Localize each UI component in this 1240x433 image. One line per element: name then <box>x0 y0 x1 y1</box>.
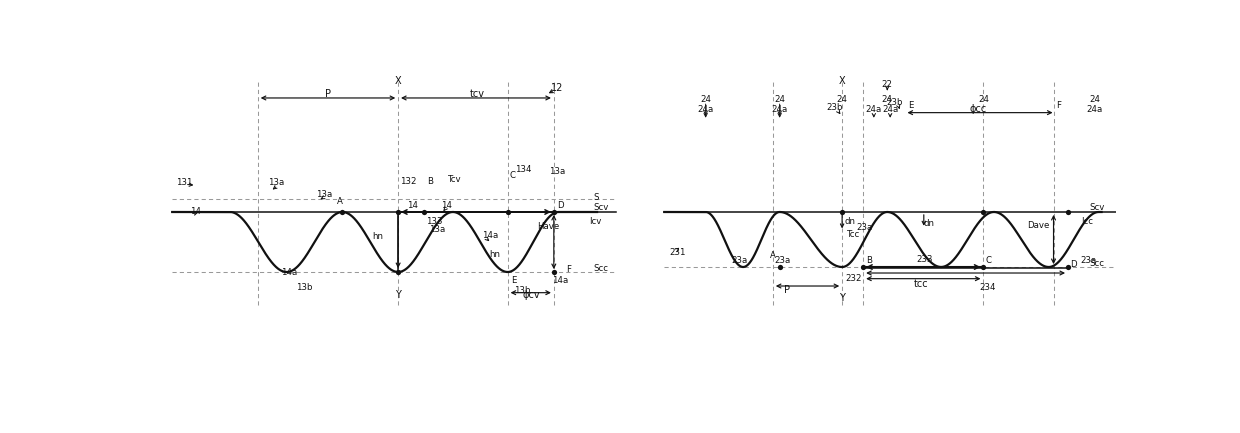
Text: 24a: 24a <box>882 106 898 114</box>
Text: 13a: 13a <box>316 190 332 199</box>
Text: 13a: 13a <box>268 178 285 187</box>
Text: Scc: Scc <box>593 264 608 272</box>
Text: 232: 232 <box>844 274 862 282</box>
Text: Scv: Scv <box>593 204 609 213</box>
Text: 24a: 24a <box>698 106 714 114</box>
Text: 14a: 14a <box>552 276 568 285</box>
Text: F: F <box>567 265 572 274</box>
Text: 23a: 23a <box>732 256 748 265</box>
Text: E: E <box>909 101 914 110</box>
Text: 233: 233 <box>916 255 932 264</box>
Text: 131: 131 <box>176 178 192 187</box>
Text: 12: 12 <box>551 83 563 93</box>
Text: F: F <box>1056 101 1061 110</box>
Text: 14: 14 <box>190 207 201 216</box>
Text: 14: 14 <box>407 201 418 210</box>
Text: dn: dn <box>844 217 856 226</box>
Text: 14a: 14a <box>281 268 298 277</box>
Text: ϕcc: ϕcc <box>970 103 987 113</box>
Text: Scv: Scv <box>1089 204 1105 213</box>
Text: D: D <box>557 201 563 210</box>
Text: A: A <box>770 251 776 260</box>
Text: 24: 24 <box>978 95 988 104</box>
Text: 23b: 23b <box>826 103 843 113</box>
Text: B: B <box>866 256 872 265</box>
Text: tcc: tcc <box>914 279 929 289</box>
Text: 24: 24 <box>701 95 712 104</box>
Text: B: B <box>427 178 433 187</box>
Text: tcv: tcv <box>470 89 485 99</box>
Text: P: P <box>325 89 331 99</box>
Text: 133: 133 <box>427 217 443 226</box>
Text: Tcc: Tcc <box>847 230 861 239</box>
Text: 24: 24 <box>1090 95 1100 104</box>
Text: 24a: 24a <box>771 106 787 114</box>
Text: 234: 234 <box>980 283 996 292</box>
Text: 24: 24 <box>837 95 848 104</box>
Text: C: C <box>986 256 991 265</box>
Text: hn: hn <box>490 250 501 259</box>
Text: 22: 22 <box>882 80 893 89</box>
Text: X: X <box>394 76 402 86</box>
Text: 14: 14 <box>441 201 453 210</box>
Text: 23b: 23b <box>887 98 903 107</box>
Text: Have: Have <box>537 222 559 230</box>
Text: Dave: Dave <box>1028 221 1050 230</box>
Text: 231: 231 <box>670 248 686 256</box>
Text: 132: 132 <box>401 178 417 187</box>
Text: Tcv: Tcv <box>448 175 461 184</box>
Text: 24: 24 <box>882 95 893 104</box>
Text: 13a: 13a <box>429 225 445 234</box>
Text: A: A <box>336 197 342 206</box>
Text: Scc: Scc <box>1089 259 1104 268</box>
Text: S: S <box>593 194 599 203</box>
Text: X: X <box>838 76 846 86</box>
Text: Icv: Icv <box>589 217 601 226</box>
Text: ϕcv: ϕcv <box>523 290 541 300</box>
Text: Icc: Icc <box>1081 217 1094 226</box>
Text: dn: dn <box>924 219 935 228</box>
Text: D: D <box>1070 260 1076 269</box>
Text: 24: 24 <box>774 95 785 104</box>
Text: E: E <box>512 276 517 285</box>
Text: 24a: 24a <box>1086 106 1104 114</box>
Text: 13b: 13b <box>295 282 312 291</box>
Text: P: P <box>785 285 790 295</box>
Text: 23a: 23a <box>857 223 873 232</box>
Text: 13b: 13b <box>515 286 531 295</box>
Text: Y: Y <box>839 293 844 303</box>
Text: 23a: 23a <box>775 256 791 265</box>
Text: Y: Y <box>396 290 401 300</box>
Text: C: C <box>510 171 516 180</box>
Text: 14a: 14a <box>481 231 498 240</box>
Text: 23a: 23a <box>1080 256 1096 265</box>
Text: 13a: 13a <box>549 167 565 176</box>
Text: hn: hn <box>372 232 383 240</box>
Text: 24a: 24a <box>866 106 882 114</box>
Text: 134: 134 <box>516 165 532 174</box>
